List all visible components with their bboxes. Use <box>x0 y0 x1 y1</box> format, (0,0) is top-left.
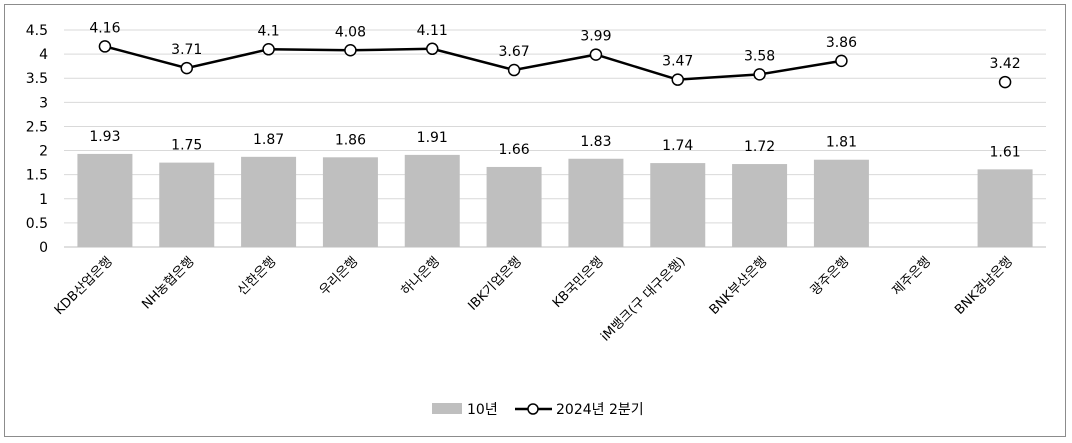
category-label: BNK경남은행 <box>952 254 1016 318</box>
bar <box>404 154 460 247</box>
bar <box>322 157 378 247</box>
line-data-label: 3.47 <box>662 54 693 70</box>
legend-bar-label: 10년 <box>467 402 498 418</box>
line-point <box>98 40 112 53</box>
y-tick-label: 2 <box>39 144 48 160</box>
line-point <box>262 43 275 56</box>
bar <box>77 153 133 247</box>
bar-data-label: 1.66 <box>498 142 529 158</box>
line-point <box>507 63 521 77</box>
bar <box>241 156 297 247</box>
bar <box>159 162 215 247</box>
line-data-label: 4.16 <box>89 20 120 36</box>
line-point <box>671 73 684 86</box>
line-data-label: 3.67 <box>498 44 529 60</box>
category-label: BNK부산은행 <box>706 254 770 318</box>
legend-bar-swatch <box>432 403 462 414</box>
y-tick-label: 3 <box>39 95 48 111</box>
y-tick-label: 1.5 <box>26 168 48 184</box>
bar-series <box>77 153 1033 247</box>
bar-data-label: 1.93 <box>89 129 120 145</box>
y-tick-label: 3.5 <box>26 71 48 87</box>
line-data-label: 3.99 <box>580 29 611 45</box>
line-point <box>589 48 603 61</box>
bar <box>732 164 788 247</box>
y-tick-label: 0 <box>39 240 48 256</box>
category-label: iM뱅크(구 대구은행) <box>597 254 688 345</box>
bar <box>813 159 869 247</box>
line-data-label: 3.58 <box>744 48 775 64</box>
bar-data-label: 1.86 <box>335 132 366 148</box>
series-line <box>104 45 842 81</box>
bar-data-label: 1.74 <box>662 138 693 154</box>
bar-data-label: 1.87 <box>253 132 284 148</box>
bar <box>486 166 542 247</box>
legend: 10년 2024년 2분기 <box>432 402 644 418</box>
bar <box>977 169 1033 247</box>
y-axis-ticks: 0 0.5 1 1.5 2 2.5 3 3.5 4 4.5 <box>26 23 48 256</box>
line-data-label: 4.1 <box>257 23 279 39</box>
line-point <box>753 68 766 81</box>
category-label: 제주은행 <box>889 254 934 299</box>
category-label: 하나은행 <box>398 254 443 299</box>
category-label: KDB산업은행 <box>51 254 116 319</box>
line-point <box>998 75 1012 89</box>
line-point <box>180 61 193 75</box>
line-data-label: 3.42 <box>989 56 1020 72</box>
category-label: 신한은행 <box>234 254 279 299</box>
line-data-label: 4.08 <box>335 24 366 40</box>
legend-line-marker <box>527 403 539 415</box>
y-tick-label: 2.5 <box>26 119 48 135</box>
y-tick-label: 1 <box>39 192 48 208</box>
line-data-label: 3.71 <box>171 42 202 58</box>
line-data-label: 4.11 <box>417 23 448 39</box>
category-label: KB국민은행 <box>549 254 606 311</box>
category-label: 광주은행 <box>807 254 852 299</box>
line-series <box>98 40 1012 89</box>
bar-data-label: 1.83 <box>580 134 611 150</box>
y-tick-label: 4.5 <box>26 23 48 39</box>
grid-lines <box>64 29 1046 248</box>
bar <box>650 163 706 247</box>
line-data-label: 3.86 <box>826 35 857 51</box>
bar-data-label: 1.75 <box>171 138 202 154</box>
line-point <box>426 42 439 56</box>
bar <box>568 158 624 247</box>
line-point <box>344 44 357 57</box>
bar-data-label: 1.72 <box>744 139 775 155</box>
category-label: NH농협은행 <box>139 254 198 313</box>
y-tick-label: 0.5 <box>26 216 48 232</box>
line-point <box>835 54 848 68</box>
y-tick-label: 4 <box>39 47 48 63</box>
data-labels: 1.93 1.75 1.87 1.86 1.91 1.66 1.83 1.74 1.72 1.81… <box>89 20 1020 160</box>
bar-data-label: 1.81 <box>826 135 857 151</box>
category-label: IBK기업은행 <box>465 254 525 314</box>
x-axis-categories: KDB산업은행 NH농협은행 신한은행 우리은행 하나은행 IBK기업은행 KB국민은행iM… <box>51 254 1016 345</box>
bar-data-label: 1.61 <box>989 144 1020 160</box>
category-label: 우리은행 <box>316 254 361 299</box>
bar-data-label: 1.91 <box>417 130 448 146</box>
legend-line-label: 2024년 2분기 <box>556 402 644 418</box>
